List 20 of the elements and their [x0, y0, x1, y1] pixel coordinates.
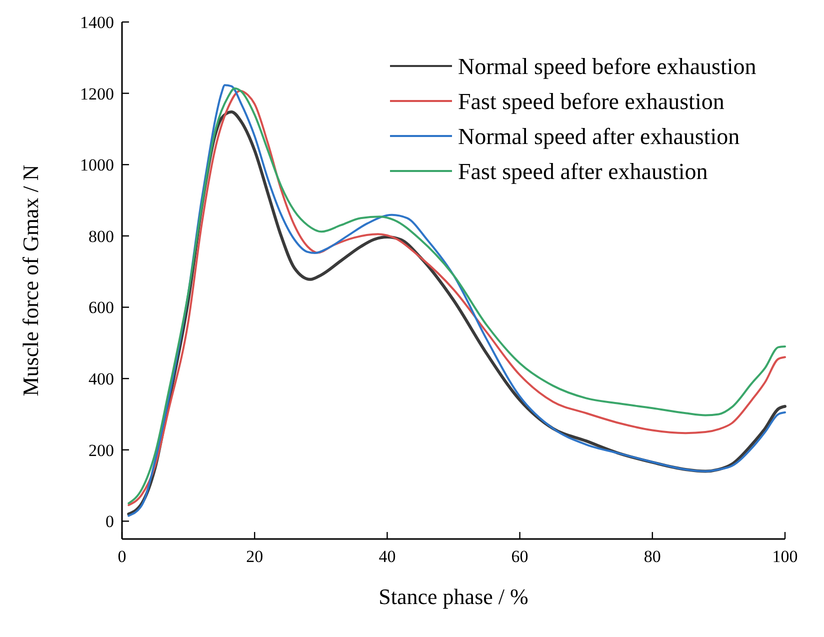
y-tick-label: 800 [88, 226, 114, 246]
legend-label: Fast speed after exhaustion [458, 159, 708, 184]
legend-label: Normal speed after exhaustion [458, 124, 740, 150]
y-tick-label: 200 [88, 440, 114, 460]
x-tick-label: 80 [644, 547, 661, 566]
y-axis-title: Muscle force of Gmax / N [18, 164, 43, 396]
y-tick-label: 400 [88, 370, 114, 388]
x-tick-label: 100 [772, 547, 798, 566]
x-tick-label: 40 [378, 547, 396, 566]
y-tick-label: 1000 [80, 156, 114, 175]
legend-label: Fast speed before exhaustion [458, 89, 725, 114]
x-tick-label: 0 [118, 547, 126, 566]
y-tick-label: 1400 [80, 12, 114, 32]
y-tick-label: 600 [88, 298, 114, 318]
x-axis-title: Stance phase / % [378, 584, 528, 609]
y-tick-label: 1200 [80, 84, 114, 104]
x-tick-label: 20 [246, 547, 264, 566]
x-tick-label: 60 [511, 547, 528, 566]
legend-label: Normal speed before exhaustion [458, 54, 757, 80]
y-tick-label: 0 [106, 512, 114, 532]
